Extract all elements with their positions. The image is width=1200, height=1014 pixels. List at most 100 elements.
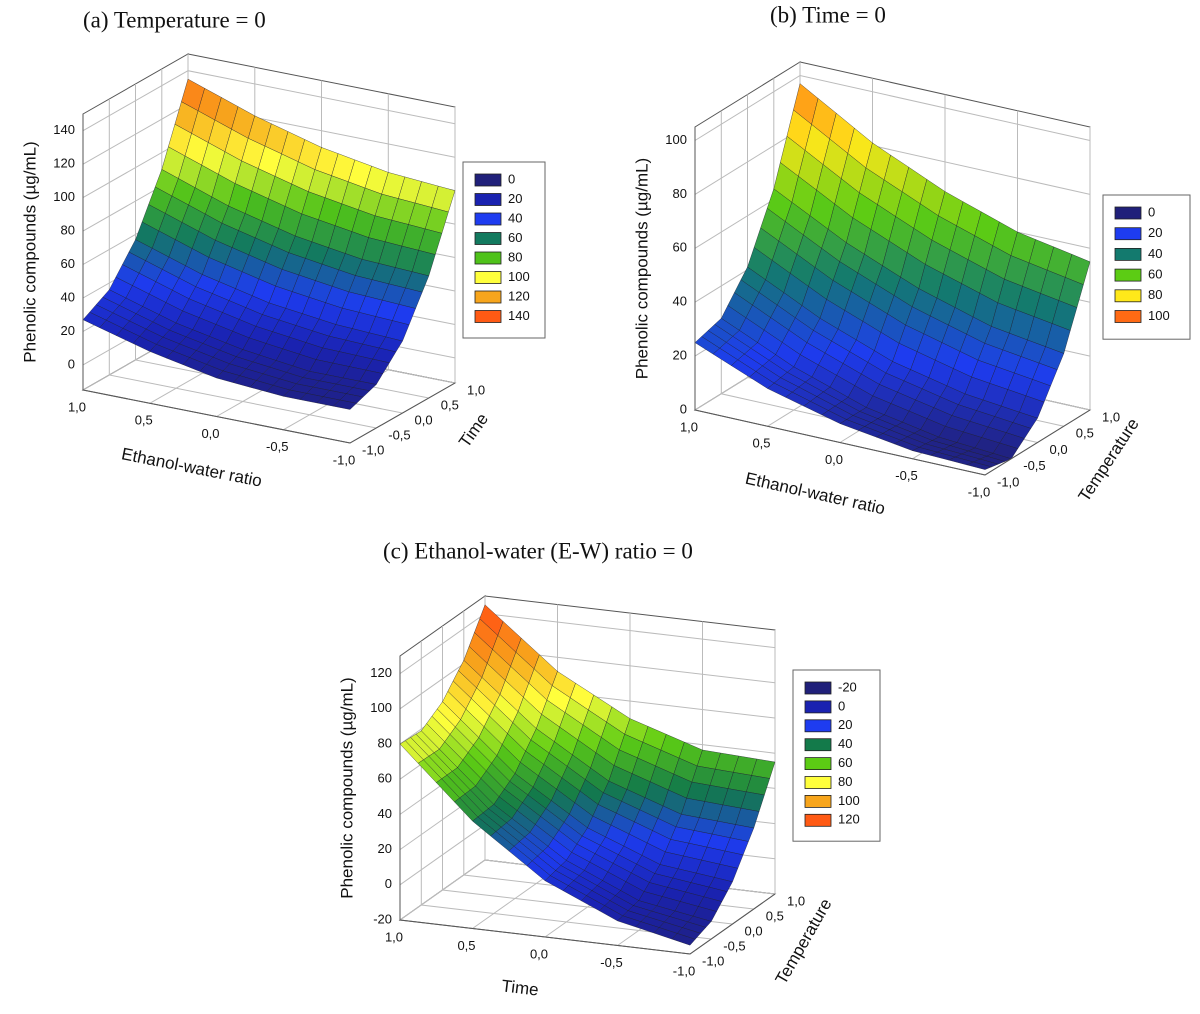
legend-swatch xyxy=(1114,310,1142,323)
legend-swatch xyxy=(1114,289,1142,303)
z-tick-label: 60 xyxy=(673,240,687,255)
box-edge xyxy=(82,114,456,444)
legend-box xyxy=(462,161,546,339)
y-tick-label: -1,0 xyxy=(997,474,1019,489)
z-tick-label: 0 xyxy=(680,401,687,416)
box-edge xyxy=(694,127,1091,476)
legend-label: 60 xyxy=(838,755,852,770)
z-tick-label: 40 xyxy=(61,289,75,304)
legend-swatch xyxy=(804,757,832,770)
legend-swatch xyxy=(1114,206,1142,220)
x-tick-label: 0,5 xyxy=(752,436,770,451)
x-tick-label: -0,5 xyxy=(895,468,917,483)
legend-label: 80 xyxy=(508,249,522,264)
z-tick-label: 20 xyxy=(61,323,75,338)
x-tick-label: 0,0 xyxy=(825,452,843,467)
legend-swatch xyxy=(474,173,502,187)
legend-swatch xyxy=(1114,268,1142,282)
legend-swatch xyxy=(1114,227,1142,241)
legend-box xyxy=(792,669,881,842)
y-tick-label: 0,5 xyxy=(441,397,459,412)
y-tick-label: -1,0 xyxy=(702,953,724,968)
legend-label: 20 xyxy=(838,717,852,732)
z-axis-title: Phenolic compounds (µg/mL) xyxy=(632,158,651,379)
chart-title: (c) Ethanol-water (E-W) ratio = 0 xyxy=(383,538,693,563)
y-tick-label: -0,5 xyxy=(388,427,410,442)
chart-title: (b) Time = 0 xyxy=(770,2,886,27)
x-tick-label: 0,0 xyxy=(530,946,548,961)
y-tick-label: 0,0 xyxy=(415,412,433,427)
chart-title: (a) Temperature = 0 xyxy=(83,7,266,32)
legend-swatch xyxy=(804,795,832,808)
legend-swatch xyxy=(474,310,502,323)
z-tick-label: 80 xyxy=(61,223,75,238)
z-tick-label: 20 xyxy=(673,348,687,363)
legend-swatch xyxy=(474,232,502,245)
y-tick-label: -0,5 xyxy=(1023,458,1045,473)
legend-label: 40 xyxy=(508,210,522,225)
z-tick-label: 60 xyxy=(378,771,392,786)
legend-swatch xyxy=(474,290,502,304)
legend-label: 100 xyxy=(838,793,860,808)
legend-label: 120 xyxy=(838,812,860,827)
surface-patch xyxy=(966,461,993,470)
x-axis-title: Time xyxy=(501,976,540,999)
x-axis-title: Ethanol-water ratio xyxy=(744,469,887,519)
z-tick-label: 80 xyxy=(673,186,687,201)
x-axis-title: Ethanol-water ratio xyxy=(120,444,264,490)
surface-chart: 140 120 100 80 60 40 20 0 1,0 0,5 0,0 -0,5 -1,0 1,0 0,… xyxy=(20,7,546,491)
legend-label: 40 xyxy=(838,736,852,751)
legend-label: 100 xyxy=(508,269,530,284)
z-tick-label: 140 xyxy=(53,122,75,137)
grid-line xyxy=(420,641,712,940)
x-tick-label: -1,0 xyxy=(968,484,990,499)
y-tick-label: 1,0 xyxy=(1102,409,1120,424)
x-tick-label: 1,0 xyxy=(385,929,403,944)
x-tick-label: -1,0 xyxy=(333,452,355,467)
legend-label: 140 xyxy=(508,308,530,323)
legend-label: 0 xyxy=(1148,204,1155,219)
legend-swatch xyxy=(1114,247,1142,261)
z-tick-label: 0 xyxy=(68,356,75,371)
y-tick-label: 0,0 xyxy=(1050,442,1068,457)
legend-label: 80 xyxy=(838,774,852,789)
surface-patch xyxy=(671,933,696,946)
legend-swatch xyxy=(804,738,832,752)
x-tick-label: -0,5 xyxy=(266,439,288,454)
legend-swatch xyxy=(804,681,832,695)
legend-label: 40 xyxy=(1148,246,1162,261)
legend-swatch xyxy=(804,776,832,789)
x-tick-label: 0,5 xyxy=(457,938,475,953)
z-tick-label: 40 xyxy=(378,806,392,821)
y-tick-label: 0,5 xyxy=(1076,426,1094,441)
legend-label: 100 xyxy=(1148,308,1170,323)
legend-swatch xyxy=(804,719,832,733)
z-tick-label: 60 xyxy=(61,256,75,271)
legend-label: 60 xyxy=(508,230,522,245)
z-tick-label: -20 xyxy=(373,911,392,926)
z-tick-label: 100 xyxy=(370,700,392,715)
x-tick-label: 0,5 xyxy=(135,413,153,428)
surface-chart: 100 80 60 40 20 0 1,0 0,5 0,0 -0,5 -1,0 1,0 0,5 0,0 -0… xyxy=(632,2,1191,519)
x-tick-label: 1,0 xyxy=(680,419,698,434)
grid-line xyxy=(108,99,377,429)
x-tick-label: 0,0 xyxy=(201,426,219,441)
box-edge xyxy=(399,656,776,955)
z-axis-title: Phenolic compounds (µg/mL) xyxy=(20,141,39,362)
y-tick-label: 1,0 xyxy=(467,382,485,397)
x-tick-label: 1,0 xyxy=(68,399,86,414)
x-tick-label: -0,5 xyxy=(600,955,622,970)
legend-label: 60 xyxy=(1148,267,1162,282)
z-tick-label: 100 xyxy=(53,189,75,204)
z-tick-label: 120 xyxy=(370,665,392,680)
legend-swatch xyxy=(474,212,502,226)
legend-label: -20 xyxy=(838,679,857,694)
legend-label: 20 xyxy=(1148,225,1162,240)
z-tick-label: 80 xyxy=(378,735,392,750)
legend-swatch xyxy=(474,271,502,284)
z-tick-label: 40 xyxy=(673,294,687,309)
legend-label: 20 xyxy=(508,191,522,206)
y-tick-label: 1,0 xyxy=(787,893,805,908)
legend-label: 120 xyxy=(508,288,530,303)
